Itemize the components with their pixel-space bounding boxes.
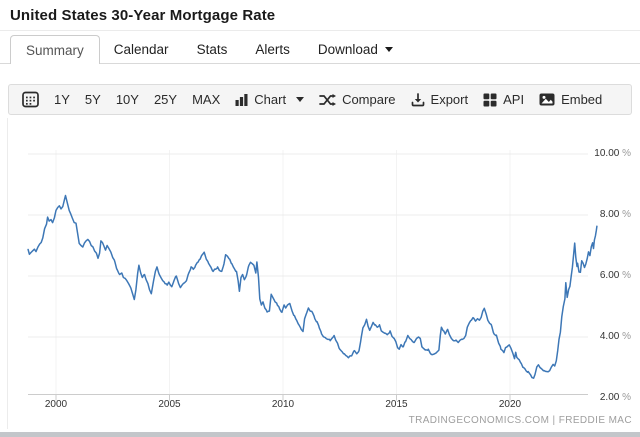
caret-down-icon — [384, 46, 393, 52]
range-1y-button[interactable]: 1Y — [54, 92, 70, 107]
range-25y-button[interactable]: 25Y — [153, 92, 178, 107]
x-axis-label: 2000 — [44, 399, 68, 410]
y-axis-label: 8.00 % — [599, 209, 631, 220]
compare-shuffle-icon — [319, 93, 337, 106]
chart-panel-left-border — [7, 118, 8, 429]
page-title: United States 30-Year Mortgage Rate — [10, 6, 276, 24]
caret-down-icon — [296, 97, 305, 102]
title-bar: United States 30-Year Mortgage Rate — [0, 0, 640, 31]
bar-chart-icon — [235, 94, 248, 106]
x-axis-label: 2005 — [158, 399, 181, 410]
tab-alerts-label: Alerts — [255, 41, 290, 57]
tab-calendar[interactable]: Calendar — [100, 35, 183, 63]
api-grid-icon — [483, 93, 497, 106]
image-embed-icon — [539, 93, 555, 106]
date-range-button[interactable] — [22, 91, 39, 108]
export-button[interactable]: Export — [411, 92, 468, 107]
tab-summary-label: Summary — [26, 42, 84, 58]
range-10y-button[interactable]: 10Y — [115, 92, 139, 107]
chart-toolbar: 1Y 5Y 10Y 25Y MAX Chart Compare — [8, 84, 632, 115]
y-axis-label: 6.00 % — [599, 270, 631, 281]
tab-bar: Summary Calendar Stats Alerts Download — [0, 31, 640, 64]
chart-attribution-link[interactable]: TRADINGECONOMICS.COM | FREDDIE MAC — [408, 415, 632, 426]
x-axis-label: 2015 — [385, 399, 408, 410]
calendar-icon — [22, 91, 39, 108]
range-5y-button[interactable]: 5Y — [84, 92, 101, 107]
compare-button[interactable]: Compare — [319, 92, 396, 107]
tab-stats-label: Stats — [196, 41, 228, 57]
bottom-scrollbar — [0, 432, 640, 437]
tab-stats[interactable]: Stats — [183, 35, 242, 63]
y-axis-label: 4.00 % — [599, 331, 631, 342]
tab-calendar-label: Calendar — [113, 41, 169, 57]
tab-summary[interactable]: Summary — [10, 35, 100, 64]
mortgage-rate-series-line — [27, 194, 598, 379]
y-axis-label: 2.00 % — [599, 392, 631, 403]
x-axis-label: 2020 — [498, 399, 522, 410]
y-axis-label: 10.00 % — [594, 148, 631, 159]
chart-type-button[interactable]: Chart — [235, 92, 305, 107]
tab-download-label: Download — [317, 41, 378, 57]
api-button[interactable]: API — [483, 92, 524, 107]
x-axis-label: 2010 — [271, 399, 295, 410]
download-icon — [411, 92, 424, 106]
embed-button[interactable]: Embed — [539, 92, 602, 107]
tab-download[interactable]: Download — [304, 35, 407, 63]
tab-alerts[interactable]: Alerts — [241, 35, 304, 63]
range-max-button[interactable]: MAX — [192, 92, 221, 107]
